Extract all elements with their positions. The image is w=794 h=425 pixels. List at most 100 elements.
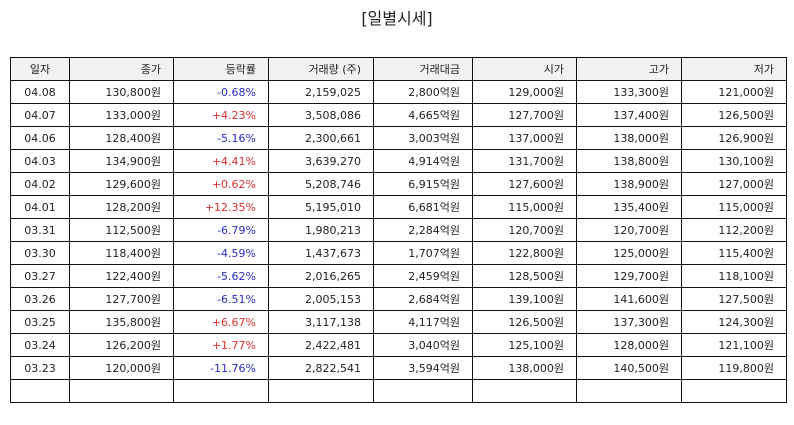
cell-date: 03.24 bbox=[10, 333, 70, 357]
cell-close: 133,000원 bbox=[69, 103, 174, 127]
cell-amount: 6,681억원 bbox=[373, 195, 473, 219]
cell-amount: 4,914억원 bbox=[373, 149, 473, 173]
empty-cell bbox=[472, 379, 577, 403]
cell-high: 137,300원 bbox=[576, 310, 682, 334]
cell-volume: 2,300,661 bbox=[268, 126, 374, 150]
table-row: 04.03 134,900원 +4.41% 3,639,270 4,914억원 131,7… bbox=[10, 149, 787, 173]
cell-amount: 1,707억원 bbox=[373, 241, 473, 265]
cell-amount: 3,040억원 bbox=[373, 333, 473, 357]
empty-cell bbox=[10, 379, 70, 403]
table-row: 04.01 128,200원 +12.35% 5,195,010 6,681억원 115,… bbox=[10, 195, 787, 219]
cell-date: 03.31 bbox=[10, 218, 70, 242]
cell-date: 04.07 bbox=[10, 103, 70, 127]
cell-amount: 2,800억원 bbox=[373, 80, 473, 104]
cell-open: 120,700원 bbox=[472, 218, 577, 242]
empty-cell bbox=[268, 379, 374, 403]
header-volume: 거래량 (주) bbox=[268, 57, 374, 81]
cell-close: 128,400원 bbox=[69, 126, 174, 150]
cell-change: -0.68% bbox=[173, 80, 269, 104]
empty-cell bbox=[173, 379, 269, 403]
cell-change: +1.77% bbox=[173, 333, 269, 357]
cell-change: +6.67% bbox=[173, 310, 269, 334]
cell-high: 125,000원 bbox=[576, 241, 682, 265]
cell-close: 112,500원 bbox=[69, 218, 174, 242]
cell-low: 124,300원 bbox=[681, 310, 787, 334]
cell-low: 115,000원 bbox=[681, 195, 787, 219]
cell-volume: 1,980,213 bbox=[268, 218, 374, 242]
cell-change: +12.35% bbox=[173, 195, 269, 219]
cell-date: 04.08 bbox=[10, 80, 70, 104]
cell-high: 138,800원 bbox=[576, 149, 682, 173]
cell-volume: 2,005,153 bbox=[268, 287, 374, 311]
cell-open: 129,000원 bbox=[472, 80, 577, 104]
cell-high: 141,600원 bbox=[576, 287, 682, 311]
cell-close: 120,000원 bbox=[69, 356, 174, 380]
cell-high: 138,900원 bbox=[576, 172, 682, 196]
cell-date: 03.23 bbox=[10, 356, 70, 380]
cell-open: 126,500원 bbox=[472, 310, 577, 334]
cell-date: 03.25 bbox=[10, 310, 70, 334]
cell-open: 128,500원 bbox=[472, 264, 577, 288]
cell-date: 04.06 bbox=[10, 126, 70, 150]
page-title: [일별시세] bbox=[361, 9, 433, 28]
table-row: 03.30 118,400원 -4.59% 1,437,673 1,707억원 122,8… bbox=[10, 241, 787, 265]
cell-low: 127,500원 bbox=[681, 287, 787, 311]
cell-volume: 2,159,025 bbox=[268, 80, 374, 104]
empty-cell bbox=[576, 379, 682, 403]
header-low: 저가 bbox=[681, 57, 787, 81]
header-amount: 거래대금 bbox=[373, 57, 473, 81]
cell-change: +4.23% bbox=[173, 103, 269, 127]
cell-date: 03.30 bbox=[10, 241, 70, 265]
cell-high: 128,000원 bbox=[576, 333, 682, 357]
cell-open: 131,700원 bbox=[472, 149, 577, 173]
cell-high: 140,500원 bbox=[576, 356, 682, 380]
cell-change: -4.59% bbox=[173, 241, 269, 265]
header-close: 종가 bbox=[69, 57, 174, 81]
cell-volume: 3,508,086 bbox=[268, 103, 374, 127]
cell-volume: 5,208,746 bbox=[268, 172, 374, 196]
cell-open: 115,000원 bbox=[472, 195, 577, 219]
table-row: 03.27 122,400원 -5.62% 2,016,265 2,459억원 128,5… bbox=[10, 264, 787, 288]
cell-open: 127,600원 bbox=[472, 172, 577, 196]
cell-open: 122,800원 bbox=[472, 241, 577, 265]
cell-high: 138,000원 bbox=[576, 126, 682, 150]
empty-cell bbox=[373, 379, 473, 403]
cell-low: 126,500원 bbox=[681, 103, 787, 127]
cell-high: 135,400원 bbox=[576, 195, 682, 219]
cell-close: 127,700원 bbox=[69, 287, 174, 311]
table-header-row: 일자 종가 등락률 거래량 (주) 거래대금 시가 고가 저가 bbox=[10, 57, 787, 81]
table-row: 03.25 135,800원 +6.67% 3,117,138 4,117억원 126,5… bbox=[10, 310, 787, 334]
cell-change: -5.16% bbox=[173, 126, 269, 150]
cell-date: 03.27 bbox=[10, 264, 70, 288]
cell-open: 127,700원 bbox=[472, 103, 577, 127]
cell-change: -5.62% bbox=[173, 264, 269, 288]
daily-quotes-table: 일자 종가 등락률 거래량 (주) 거래대금 시가 고가 저가 04.08 130… bbox=[10, 57, 787, 403]
cell-close: 128,200원 bbox=[69, 195, 174, 219]
cell-low: 127,000원 bbox=[681, 172, 787, 196]
cell-low: 121,100원 bbox=[681, 333, 787, 357]
empty-cell bbox=[681, 379, 787, 403]
cell-close: 134,900원 bbox=[69, 149, 174, 173]
cell-volume: 2,016,265 bbox=[268, 264, 374, 288]
cell-open: 139,100원 bbox=[472, 287, 577, 311]
cell-close: 118,400원 bbox=[69, 241, 174, 265]
cell-change: -11.76% bbox=[173, 356, 269, 380]
cell-date: 04.03 bbox=[10, 149, 70, 173]
header-high: 고가 bbox=[576, 57, 682, 81]
cell-close: 130,800원 bbox=[69, 80, 174, 104]
cell-volume: 1,437,673 bbox=[268, 241, 374, 265]
empty-cell bbox=[69, 379, 174, 403]
cell-amount: 3,003억원 bbox=[373, 126, 473, 150]
cell-amount: 2,459억원 bbox=[373, 264, 473, 288]
table-row: 04.08 130,800원 -0.68% 2,159,025 2,800억원 129,0… bbox=[10, 80, 787, 104]
cell-low: 130,100원 bbox=[681, 149, 787, 173]
cell-high: 137,400원 bbox=[576, 103, 682, 127]
cell-volume: 2,422,481 bbox=[268, 333, 374, 357]
cell-amount: 4,117억원 bbox=[373, 310, 473, 334]
cell-close: 135,800원 bbox=[69, 310, 174, 334]
cell-volume: 5,195,010 bbox=[268, 195, 374, 219]
cell-amount: 2,684억원 bbox=[373, 287, 473, 311]
empty-row bbox=[10, 379, 787, 403]
table-row: 04.02 129,600원 +0.62% 5,208,746 6,915억원 127,6… bbox=[10, 172, 787, 196]
cell-open: 125,100원 bbox=[472, 333, 577, 357]
